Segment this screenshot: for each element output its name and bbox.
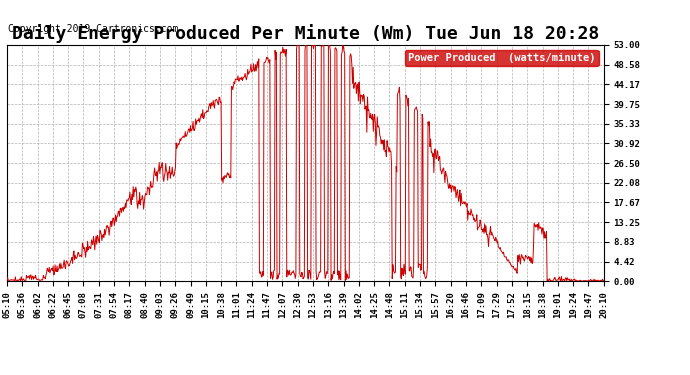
Text: Copyright 2019 Cartronics.com: Copyright 2019 Cartronics.com bbox=[8, 24, 179, 34]
Title: Daily Energy Produced Per Minute (Wm) Tue Jun 18 20:28: Daily Energy Produced Per Minute (Wm) Tu… bbox=[12, 24, 599, 44]
Legend: Power Produced  (watts/minute): Power Produced (watts/minute) bbox=[405, 50, 598, 66]
